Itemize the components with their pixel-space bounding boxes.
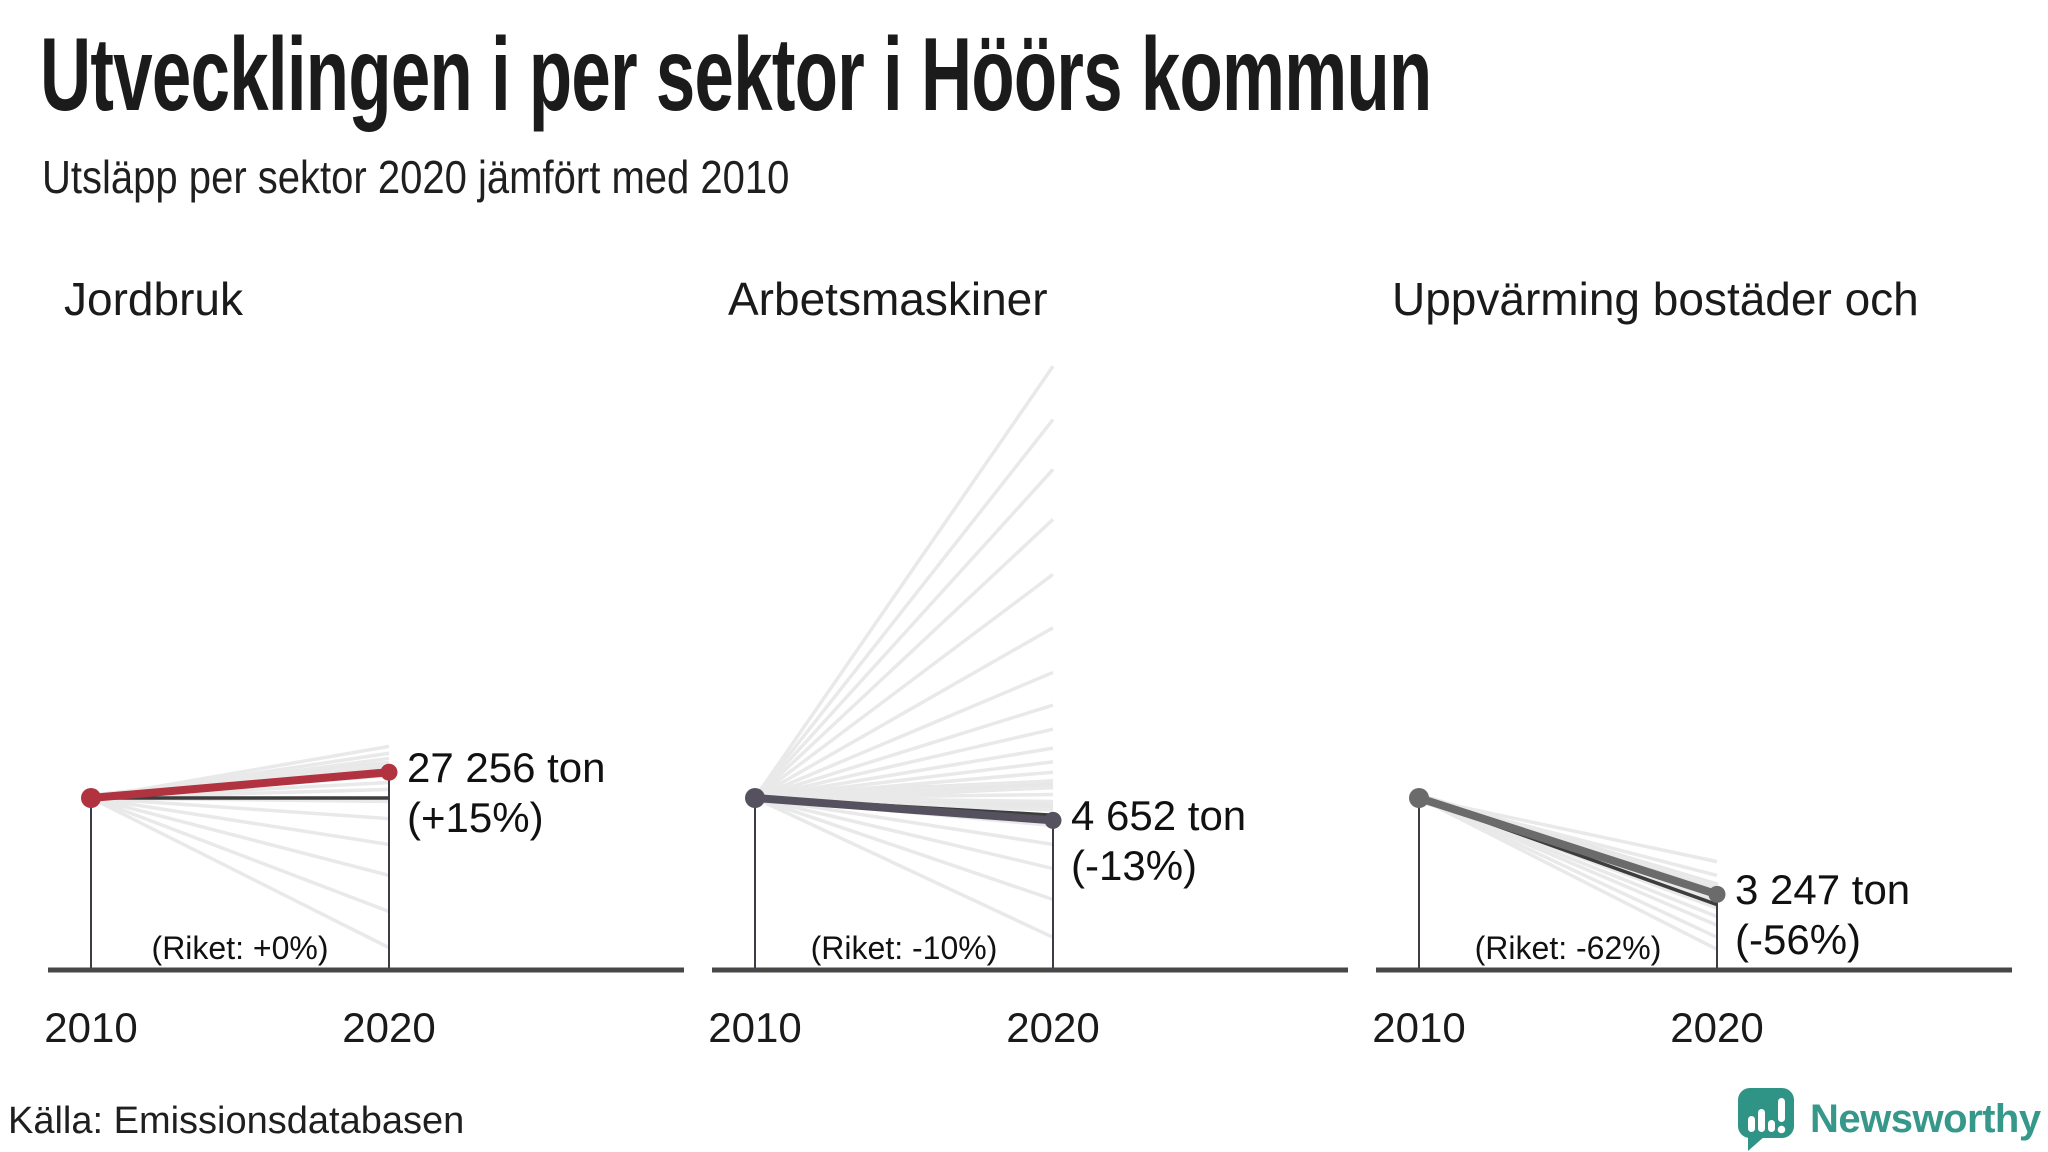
- context-municipality-line: [1418, 796, 1718, 939]
- data-point-2020: [1044, 811, 1062, 829]
- context-municipality-line: [754, 796, 1054, 871]
- slope-chart-3: [1376, 788, 2012, 973]
- context-municipality-line: [754, 746, 1054, 800]
- context-municipality-line: [753, 518, 1055, 800]
- page-subtitle: Utsläpp per sektor 2020 jämfört med 2010: [42, 151, 790, 203]
- context-municipality-line: [753, 418, 1055, 800]
- context-municipality-line: [90, 796, 390, 821]
- context-municipality-line: [754, 670, 1054, 800]
- context-municipality-line: [90, 796, 390, 847]
- slope-chart-2: [712, 365, 1348, 973]
- context-municipality-line: [754, 796, 1054, 939]
- context-municipality-line: [1418, 796, 1718, 864]
- brand-logo: Newsworthy: [1734, 1086, 2041, 1152]
- page-title: Utvecklingen i per sektor i Höörs kommun: [40, 17, 1432, 133]
- context-municipality-line: [1418, 796, 1718, 927]
- source-note: Källa: Emissionsdatabasen: [8, 1100, 465, 1142]
- context-municipality-line: [754, 796, 1054, 902]
- slope-chart-1: [48, 744, 684, 973]
- context-municipality-line: [753, 573, 1055, 800]
- municipality-line: [1415, 794, 1721, 899]
- context-municipality-line: [1418, 796, 1718, 951]
- newsworthy-icon: [1738, 1088, 1794, 1151]
- municipality-line: [87, 768, 393, 802]
- context-municipality-line: [90, 796, 390, 914]
- context-municipality-line: [753, 468, 1055, 800]
- context-municipality-line: [90, 796, 390, 950]
- data-point-2020: [1708, 885, 1726, 903]
- context-municipality-line: [753, 365, 1055, 799]
- context-municipality-line: [754, 626, 1054, 800]
- context-municipality-line: [754, 703, 1054, 800]
- context-municipality-line: [90, 796, 390, 878]
- context-municipality-line: [754, 796, 1054, 847]
- data-point-2020: [380, 763, 398, 781]
- data-point-2010: [81, 788, 101, 808]
- data-point-2010: [745, 788, 765, 808]
- data-point-2010: [1409, 788, 1429, 808]
- brand-name: Newsworthy: [1810, 1096, 2041, 1141]
- municipality-line: [751, 794, 1057, 825]
- context-municipality-line: [754, 727, 1054, 800]
